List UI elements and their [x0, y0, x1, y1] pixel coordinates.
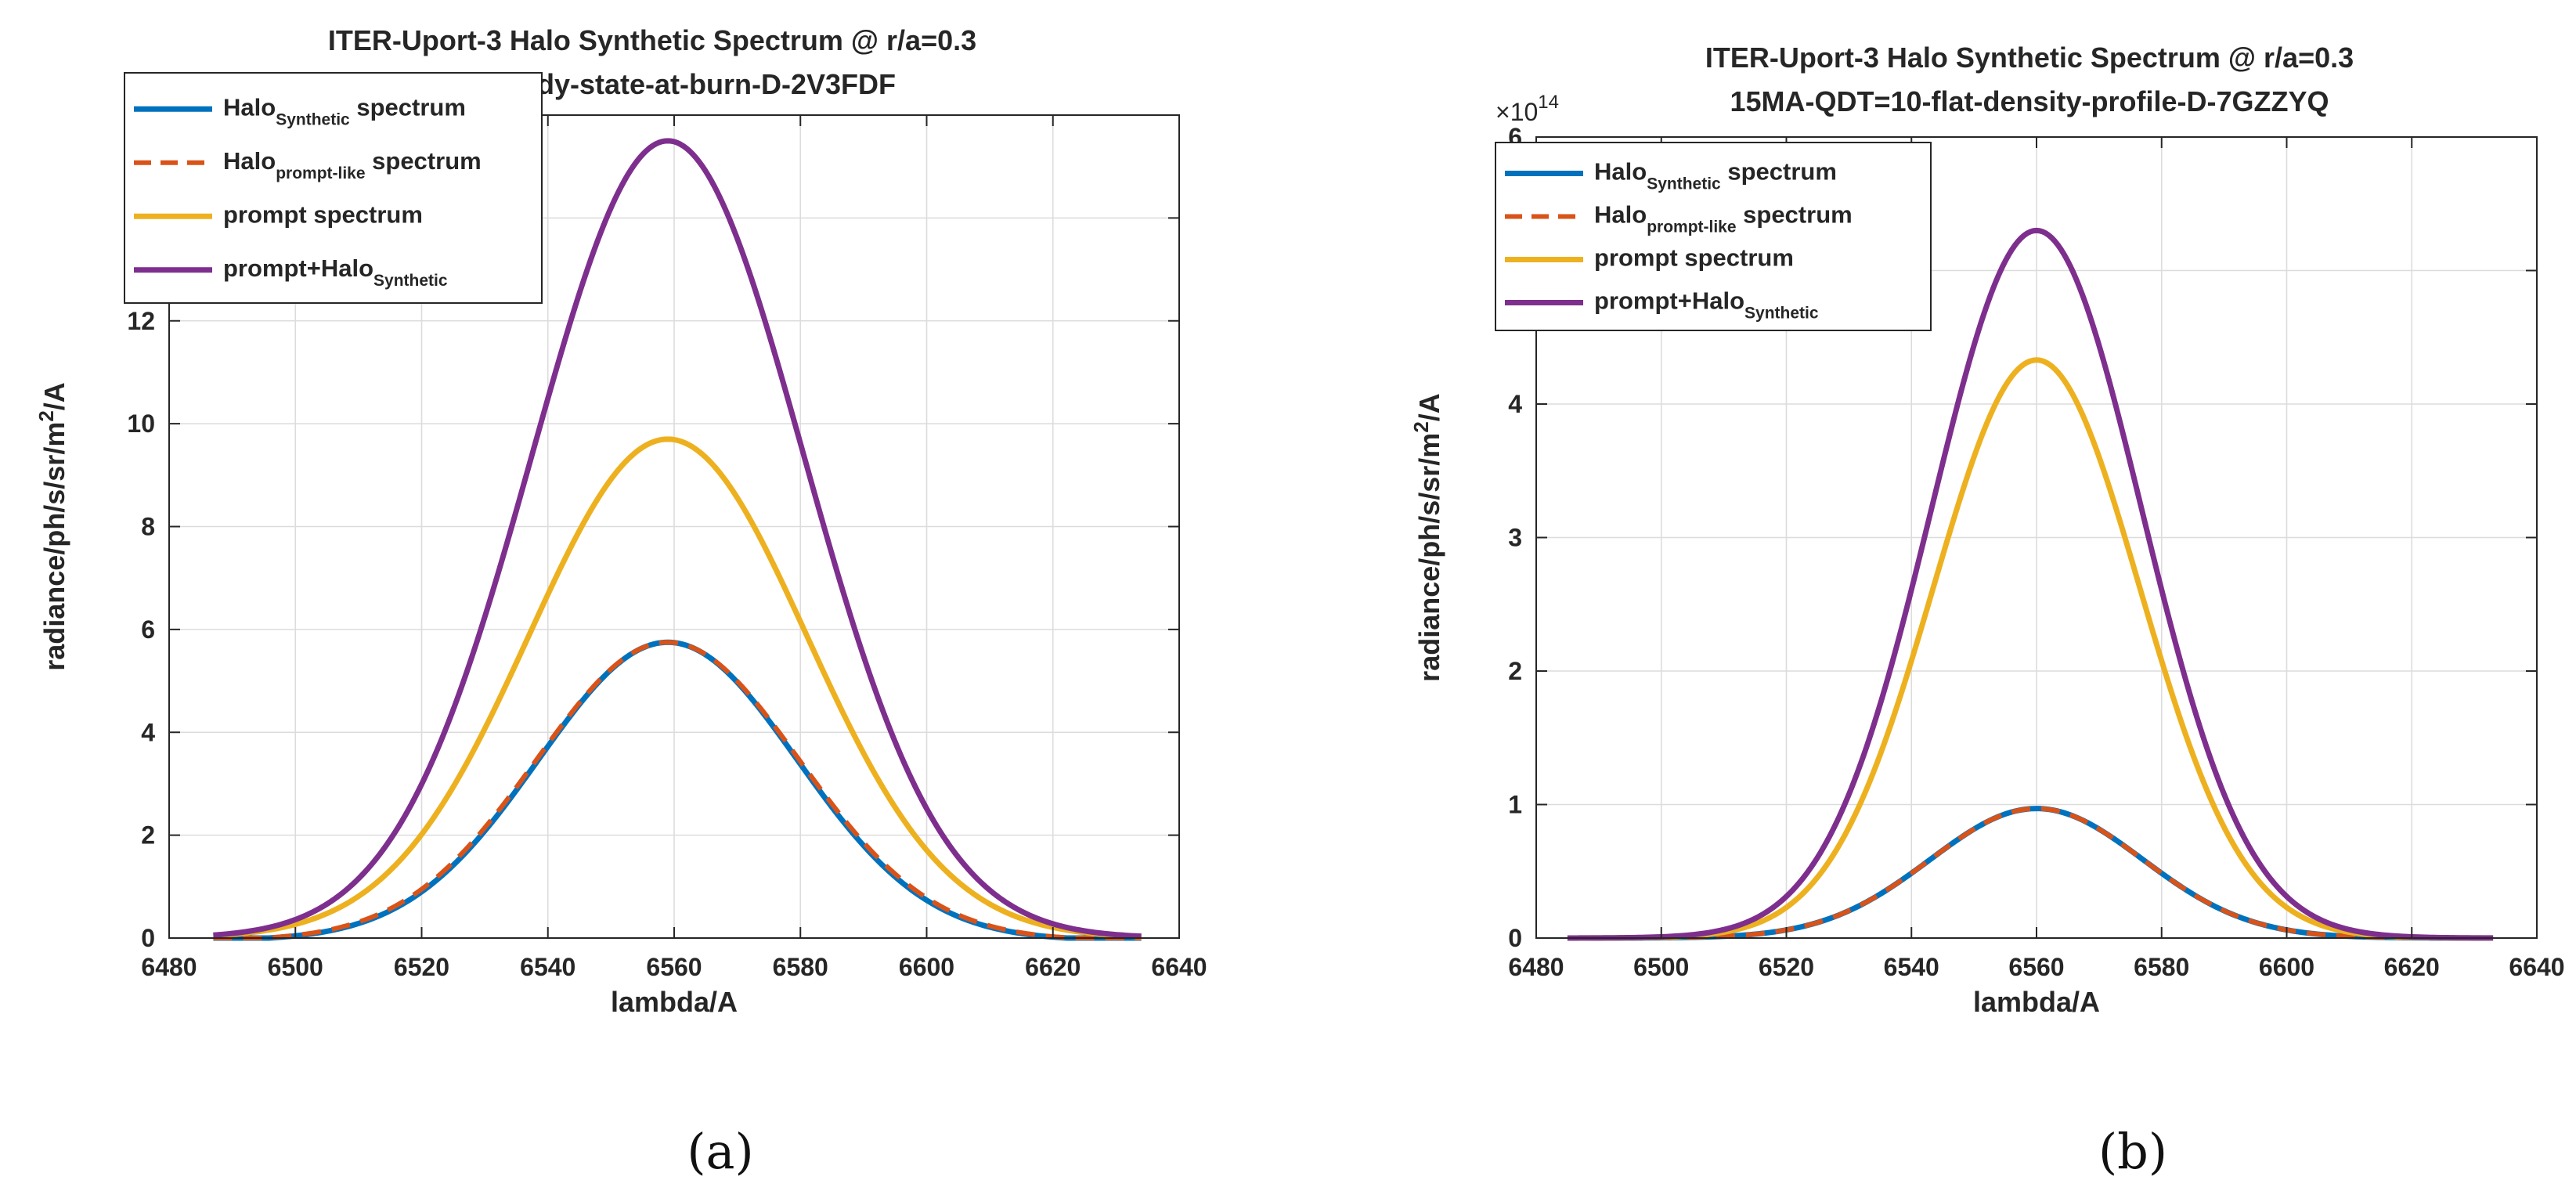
figure-caption: (b) [2098, 1123, 2167, 1180]
legend-entry-main: prompt spectrum [1594, 244, 1794, 272]
legend-entry-sub: Synthetic [1647, 175, 1721, 193]
legend-entry-0: HaloSynthetic spectrum [223, 93, 466, 128]
legend-entry-2: prompt spectrum [1594, 244, 1794, 272]
legend-entry-tail: spectrum [350, 93, 466, 121]
y-axis-label: radiance/ph/s/sr/m2/A [1409, 393, 1445, 682]
y-axis-label-main: radiance/ph/s/sr/m [38, 422, 70, 671]
y-axis-label: radiance/ph/s/sr/m2/A [34, 382, 70, 671]
legend-entry-sub: Synthetic [276, 110, 350, 128]
chart-title: ITER-Uport-3 Halo Synthetic Spectrum @ r… [328, 24, 976, 56]
y-tick-label: 4 [1508, 390, 1522, 418]
legend-entry-1: Haloprompt-like spectrum [223, 147, 482, 182]
series-line-1 [213, 640, 1142, 940]
x-axis-label: lambda/A [1973, 986, 2100, 1018]
y-tick-label: 8 [141, 513, 155, 541]
legend-entry-sub: Synthetic [373, 272, 448, 290]
x-tick-label: 6640 [1151, 953, 1207, 981]
series-line-2 [213, 436, 1142, 940]
legend-entry-main: Halo [223, 93, 276, 121]
y-tick-label: 1 [1508, 791, 1522, 819]
series-line-3 [1567, 227, 2494, 941]
legend-entry-3: prompt+HaloSynthetic [1594, 287, 1819, 323]
x-tick-label: 6560 [646, 953, 702, 981]
y-exponent-base: ×10 [1495, 98, 1538, 126]
y-axis-label-sup: 2 [1409, 421, 1433, 432]
y-tick-label: 2 [1508, 657, 1522, 685]
y-tick-label: 4 [141, 718, 155, 746]
x-axis-label: lambda/A [611, 986, 738, 1018]
y-tick-label: 6 [141, 615, 155, 644]
series-line-1 [1567, 806, 2494, 940]
x-tick-label: 6580 [2134, 953, 2189, 981]
x-tick-label: 6580 [773, 953, 828, 981]
chart-title: ITER-Uport-3 Halo Synthetic Spectrum @ r… [1705, 41, 2354, 74]
legend-entry-main: Halo [1594, 201, 1647, 229]
x-tick-label: 6560 [2008, 953, 2064, 981]
x-tick-label: 6480 [1508, 953, 1564, 981]
legend-entry-main: Halo [1594, 158, 1647, 186]
x-tick-label: 6620 [1025, 953, 1081, 981]
chart-a: 6480 6500 6520 6540 6560 6580 6600 6620 6640 0 2 4 6… [34, 24, 1207, 1180]
legend-entry-2: prompt spectrum [223, 200, 423, 228]
x-tick-label: 6500 [1633, 953, 1689, 981]
y-exponent-power: 14 [1538, 92, 1559, 113]
legend-entry-sub: prompt-like [276, 164, 365, 182]
y-tick-label: 2 [141, 821, 155, 850]
figure-caption: (a) [687, 1123, 753, 1180]
series-line-3 [213, 138, 1142, 940]
x-tick-label: 6540 [1884, 953, 1939, 981]
legend-entry-main: prompt+Halo [1594, 287, 1744, 315]
y-axis-label-main: radiance/ph/s/sr/m [1413, 433, 1445, 682]
x-tick-label: 6600 [899, 953, 954, 981]
legend-entry-sub: prompt-like [1647, 218, 1736, 236]
x-tick-label: 6600 [2259, 953, 2314, 981]
legend-entry-main: prompt spectrum [223, 200, 423, 228]
legend-entry-0: HaloSynthetic spectrum [1594, 158, 1837, 193]
y-axis-label-tail: /A [38, 382, 70, 410]
series-group [1567, 227, 2494, 941]
y-exponent: ×1014 [1495, 92, 1559, 126]
legend-entry-1: Haloprompt-like spectrum [1594, 201, 1853, 236]
y-tick-label: 12 [127, 307, 155, 335]
series-group [213, 138, 1142, 941]
x-tick-label: 6540 [520, 953, 575, 981]
y-axis-label-tail: /A [1413, 393, 1445, 421]
legend-entry-main: Halo [223, 147, 276, 175]
legend-entry-tail: spectrum [1737, 201, 1853, 229]
x-tick-label: 6620 [2384, 953, 2440, 981]
legend-entry-tail: spectrum [366, 147, 482, 175]
chart-subtitle: 15MA-QDT=10-flat-density-profile-D-7GZZY… [1730, 85, 2329, 117]
chart-b: 6480 6500 6520 6540 6560 6580 6600 6620 6640 0 1 2 3… [1409, 41, 2565, 1180]
tick-group: 6480 6500 6520 6540 6560 6580 6600 6620 6640 0 1 2 3… [1508, 123, 2564, 981]
x-tick-label: 6480 [141, 953, 197, 981]
legend-entry-tail: spectrum [1721, 158, 1837, 186]
x-tick-label: 6520 [1759, 953, 1814, 981]
x-tick-label: 6520 [394, 953, 449, 981]
x-tick-label: 6500 [268, 953, 323, 981]
y-tick-label: 0 [141, 924, 155, 952]
y-tick-label: 0 [1508, 924, 1522, 952]
y-tick-label: 10 [127, 410, 155, 438]
legend-entry-main: prompt+Halo [223, 254, 373, 282]
y-tick-label: 3 [1508, 524, 1522, 552]
legend-entry-sub: Synthetic [1744, 305, 1819, 323]
y-axis-label-sup: 2 [34, 410, 58, 421]
x-tick-label: 6640 [2509, 953, 2564, 981]
legend-entry-3: prompt+HaloSynthetic [223, 254, 448, 290]
